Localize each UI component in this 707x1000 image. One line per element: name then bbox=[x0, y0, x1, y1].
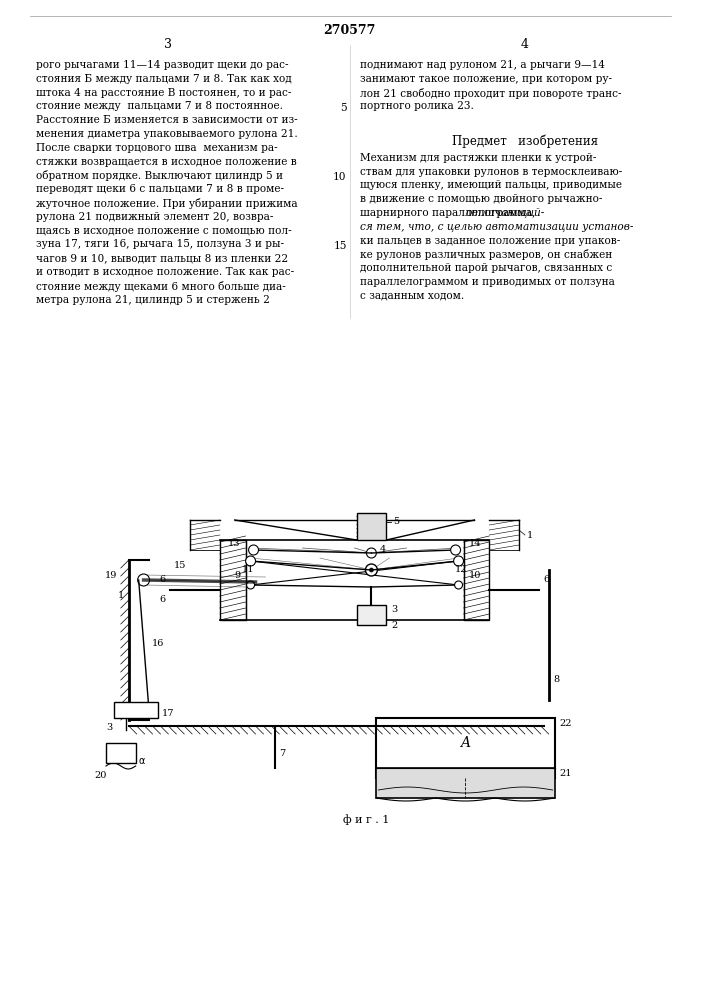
Text: 3: 3 bbox=[164, 38, 173, 51]
Bar bbox=[464, 540, 489, 620]
Circle shape bbox=[139, 705, 148, 715]
Text: рулона 21 подвижный элемент 20, возвра-: рулона 21 подвижный элемент 20, возвра- bbox=[35, 212, 273, 222]
Text: 270577: 270577 bbox=[323, 23, 376, 36]
Text: 1: 1 bbox=[117, 590, 124, 599]
Text: переводят щеки 6 с пальцами 7 и 8 в проме-: переводят щеки 6 с пальцами 7 и 8 в пром… bbox=[35, 184, 284, 194]
Bar bbox=[106, 743, 136, 763]
Text: рого рычагами 11—14 разводит щеки до рас-: рого рычагами 11—14 разводит щеки до рас… bbox=[35, 60, 288, 70]
Text: Предмет   изобретения: Предмет изобретения bbox=[452, 135, 598, 148]
Circle shape bbox=[366, 548, 376, 558]
Text: менения диаметра упаковываемого рулона 21.: менения диаметра упаковываемого рулона 2… bbox=[35, 129, 298, 139]
Text: занимают такое положение, при котором ру-: занимают такое положение, при котором ру… bbox=[360, 74, 612, 84]
Text: α: α bbox=[139, 756, 145, 766]
Text: 16: 16 bbox=[151, 639, 164, 648]
Text: лон 21 свободно проходит при повороте транс-: лон 21 свободно проходит при повороте тр… bbox=[360, 88, 621, 99]
Text: 4: 4 bbox=[521, 38, 529, 51]
Text: 15: 15 bbox=[173, 560, 186, 570]
Text: стяжки возвращается в исходное положение в: стяжки возвращается в исходное положение… bbox=[35, 157, 296, 167]
Circle shape bbox=[454, 556, 464, 566]
Text: обратном порядке. Выключают цилиндр 5 и: обратном порядке. Выключают цилиндр 5 и bbox=[35, 170, 283, 181]
Text: дополнительной парой рычагов, связанных с: дополнительной парой рычагов, связанных … bbox=[360, 263, 612, 273]
Text: метра рулона 21, цилиндр 5 и стержень 2: метра рулона 21, цилиндр 5 и стержень 2 bbox=[35, 295, 269, 305]
Circle shape bbox=[249, 545, 259, 555]
Text: с заданным ходом.: с заданным ходом. bbox=[360, 291, 464, 301]
Text: портного ролика 23.: портного ролика 23. bbox=[360, 101, 474, 111]
Text: 21: 21 bbox=[559, 768, 572, 778]
Text: После сварки торцового шва  механизм ра-: После сварки торцового шва механизм ра- bbox=[35, 143, 277, 153]
Text: ки пальцев в заданное положение при упаков-: ки пальцев в заданное положение при упак… bbox=[360, 236, 620, 246]
Text: 13: 13 bbox=[228, 538, 240, 548]
Bar bbox=[376, 718, 554, 778]
Text: A: A bbox=[460, 736, 470, 750]
Bar bbox=[376, 768, 554, 798]
Text: чагов 9 и 10, выводит пальцы 8 из пленки 22: чагов 9 и 10, выводит пальцы 8 из пленки… bbox=[35, 253, 288, 263]
Text: поднимают над рулоном 21, а рычаги 9—14: поднимают над рулоном 21, а рычаги 9—14 bbox=[360, 60, 604, 70]
Text: 15: 15 bbox=[333, 241, 346, 251]
Bar bbox=[356, 513, 386, 540]
Text: 2: 2 bbox=[391, 620, 397, 630]
Text: 17: 17 bbox=[161, 708, 174, 718]
Text: 3: 3 bbox=[106, 724, 112, 732]
Text: 3: 3 bbox=[391, 605, 397, 614]
Text: параллелограммом и приводимых от ползуна: параллелограммом и приводимых от ползуна bbox=[360, 277, 614, 287]
Text: отличающий-: отличающий- bbox=[465, 208, 544, 218]
Text: стояния Б между пальцами 7 и 8. Так как ход: стояния Б между пальцами 7 и 8. Так как … bbox=[35, 74, 291, 84]
Text: 6: 6 bbox=[544, 576, 550, 584]
Text: 20: 20 bbox=[95, 770, 107, 780]
Text: штока 4 на расстояние В постоянен, то и рас-: штока 4 на расстояние В постоянен, то и … bbox=[35, 88, 291, 98]
Text: 11: 11 bbox=[241, 564, 254, 574]
Text: шарнирного параллелограмма,: шарнирного параллелограмма, bbox=[360, 208, 538, 218]
Text: ф и г . 1: ф и г . 1 bbox=[344, 815, 390, 825]
Text: ствам для упаковки рулонов в термосклеиваю-: ствам для упаковки рулонов в термосклеив… bbox=[360, 167, 621, 177]
Circle shape bbox=[366, 564, 378, 576]
Text: 14: 14 bbox=[469, 538, 481, 548]
Text: 1: 1 bbox=[527, 530, 533, 540]
Circle shape bbox=[455, 581, 462, 589]
Circle shape bbox=[245, 556, 255, 566]
Text: 7: 7 bbox=[279, 748, 286, 758]
Circle shape bbox=[138, 574, 150, 586]
Text: и отводит в исходное положение. Так как рас-: и отводит в исходное положение. Так как … bbox=[35, 267, 294, 277]
Circle shape bbox=[450, 545, 460, 555]
Bar bbox=[114, 702, 158, 718]
Text: щаясь в исходное положение с помощью пол-: щаясь в исходное положение с помощью пол… bbox=[35, 226, 291, 236]
Bar bbox=[220, 540, 245, 620]
Text: 9: 9 bbox=[235, 570, 240, 580]
Text: 6: 6 bbox=[159, 576, 165, 584]
Bar bbox=[356, 605, 386, 625]
Text: 6: 6 bbox=[159, 595, 165, 604]
Text: 10: 10 bbox=[333, 172, 346, 182]
Text: 22: 22 bbox=[559, 718, 572, 728]
Circle shape bbox=[247, 581, 255, 589]
Text: 12: 12 bbox=[455, 564, 468, 574]
Text: 8: 8 bbox=[554, 676, 560, 684]
Text: 19: 19 bbox=[105, 570, 117, 580]
Text: ся тем, что, с целью автоматизации установ-: ся тем, что, с целью автоматизации устан… bbox=[360, 222, 633, 232]
Text: жуточное положение. При убирании прижима: жуточное положение. При убирании прижима bbox=[35, 198, 297, 209]
Text: в движение с помощью двойного рычажно-: в движение с помощью двойного рычажно- bbox=[360, 194, 602, 204]
Text: щуюся пленку, имеющий пальцы, приводимые: щуюся пленку, имеющий пальцы, приводимые bbox=[360, 180, 621, 190]
Circle shape bbox=[366, 609, 378, 621]
Text: Механизм для растяжки пленки к устрой-: Механизм для растяжки пленки к устрой- bbox=[360, 153, 596, 163]
Text: ке рулонов различных размеров, он снабжен: ке рулонов различных размеров, он снабже… bbox=[360, 249, 612, 260]
Text: Расстояние Б изменяется в зависимости от из-: Расстояние Б изменяется в зависимости от… bbox=[35, 115, 297, 125]
Text: 10: 10 bbox=[469, 570, 481, 580]
Text: стояние между щеками 6 много больше диа-: стояние между щеками 6 много больше диа- bbox=[35, 281, 286, 292]
Text: 5: 5 bbox=[340, 103, 346, 113]
Text: 4: 4 bbox=[380, 544, 385, 554]
Text: стояние между  пальцами 7 и 8 постоянное.: стояние между пальцами 7 и 8 постоянное. bbox=[35, 101, 283, 111]
Circle shape bbox=[370, 568, 373, 572]
Text: зуна 17, тяги 16, рычага 15, ползуна 3 и ры-: зуна 17, тяги 16, рычага 15, ползуна 3 и… bbox=[35, 239, 284, 249]
Text: 5: 5 bbox=[393, 518, 399, 526]
